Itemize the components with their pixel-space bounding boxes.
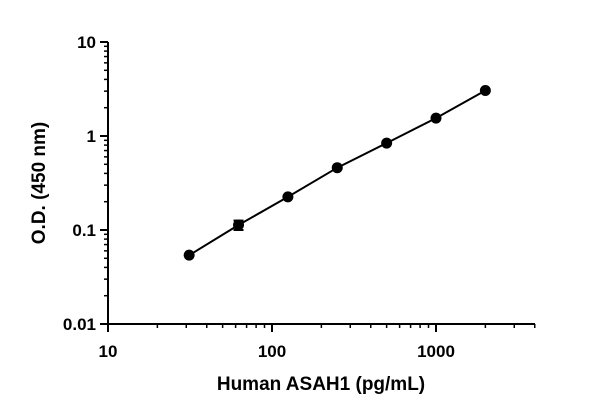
data-point (282, 191, 294, 203)
y-tick-label: 10 (77, 33, 96, 52)
data-point (331, 162, 343, 174)
y-axis-title: O.D. (450 nm) (29, 122, 50, 244)
data-point (381, 137, 393, 149)
x-tick-label: 1000 (417, 342, 455, 361)
axes: 0.01 0.1 1 10 10 100 1000 (63, 33, 536, 361)
data-point (479, 84, 491, 96)
data-points-layer (183, 84, 491, 261)
data-point (430, 112, 442, 124)
data-point (233, 219, 245, 231)
x-tick-label: 10 (99, 342, 118, 361)
x-tick-label: 100 (258, 342, 286, 361)
y-tick-label: 1 (87, 127, 96, 146)
data-point (183, 249, 195, 261)
y-tick-label: 0.01 (63, 315, 96, 334)
y-tick-label: 0.1 (72, 221, 96, 240)
x-axis-title: Human ASAH1 (pg/mL) (217, 374, 425, 395)
